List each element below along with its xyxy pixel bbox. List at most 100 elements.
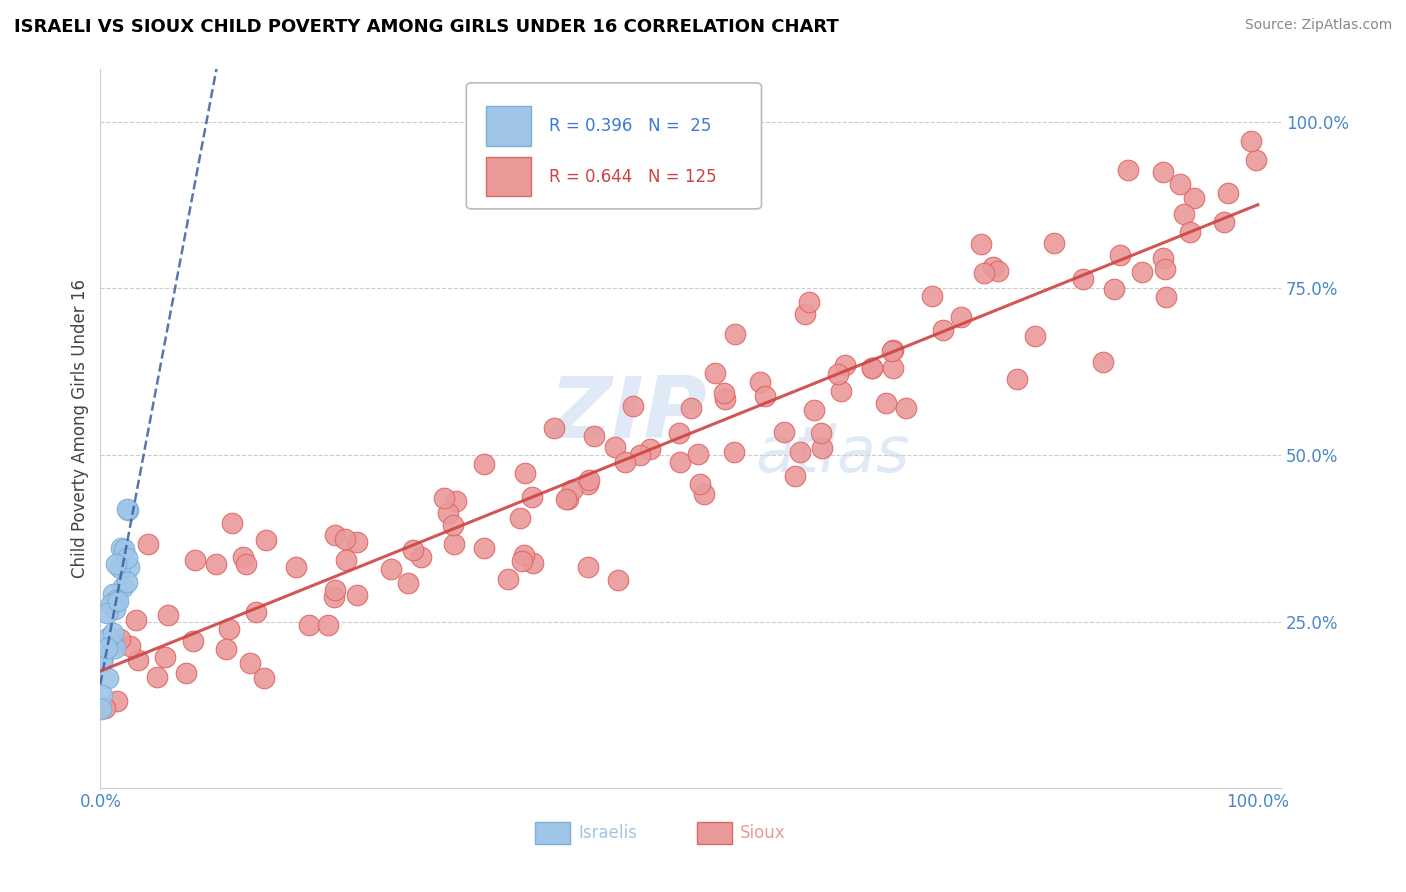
Point bbox=[97, 671, 120, 685]
Point bbox=[93, 701, 115, 715]
Point bbox=[555, 491, 578, 506]
Point bbox=[1168, 177, 1191, 191]
Point bbox=[115, 502, 138, 516]
Point bbox=[875, 395, 897, 409]
Point bbox=[605, 440, 627, 454]
Point bbox=[1108, 248, 1130, 262]
Point bbox=[773, 425, 796, 440]
Point bbox=[115, 574, 138, 589]
FancyBboxPatch shape bbox=[486, 106, 531, 146]
Point bbox=[1173, 207, 1195, 221]
Point bbox=[110, 541, 132, 556]
Point bbox=[882, 360, 904, 375]
Point bbox=[335, 532, 357, 546]
Point bbox=[1071, 272, 1094, 286]
Point bbox=[950, 310, 973, 325]
Point bbox=[789, 445, 811, 459]
Point bbox=[117, 551, 139, 566]
Point bbox=[783, 469, 806, 483]
Point bbox=[101, 587, 124, 601]
Point bbox=[136, 537, 159, 551]
Point bbox=[323, 527, 346, 541]
Text: Source: ZipAtlas.com: Source: ZipAtlas.com bbox=[1244, 18, 1392, 32]
Point bbox=[703, 367, 725, 381]
Point bbox=[512, 548, 534, 562]
Point bbox=[145, 670, 167, 684]
Point bbox=[987, 263, 1010, 277]
Point bbox=[830, 384, 852, 398]
Point bbox=[749, 376, 772, 390]
Point bbox=[254, 533, 277, 547]
Point bbox=[754, 389, 776, 403]
Point bbox=[797, 295, 820, 310]
Point bbox=[688, 447, 710, 461]
Point bbox=[104, 602, 127, 616]
Text: ZIP: ZIP bbox=[548, 373, 707, 456]
Point bbox=[1102, 282, 1125, 296]
Point bbox=[298, 618, 321, 632]
Point bbox=[1091, 354, 1114, 368]
Point bbox=[104, 641, 127, 656]
Point bbox=[496, 572, 519, 586]
Point bbox=[882, 343, 904, 357]
Text: ISRAELI VS SIOUX CHILD POVERTY AMONG GIRLS UNDER 16 CORRELATION CHART: ISRAELI VS SIOUX CHILD POVERTY AMONG GIR… bbox=[14, 18, 839, 36]
Point bbox=[232, 549, 254, 564]
Point bbox=[1024, 329, 1046, 343]
Text: Sioux: Sioux bbox=[740, 824, 786, 842]
Point bbox=[252, 671, 274, 685]
Point bbox=[668, 455, 690, 469]
Point bbox=[811, 441, 834, 455]
Point bbox=[681, 401, 703, 415]
Point bbox=[543, 420, 565, 434]
Point bbox=[245, 605, 267, 619]
Point bbox=[472, 541, 495, 556]
Point bbox=[239, 656, 262, 670]
Point bbox=[323, 582, 346, 597]
Point bbox=[174, 665, 197, 680]
Point bbox=[105, 693, 128, 707]
Point bbox=[668, 426, 690, 441]
Point bbox=[118, 559, 141, 574]
Point bbox=[204, 558, 226, 572]
Text: atlas: atlas bbox=[755, 423, 910, 484]
Point bbox=[520, 490, 543, 504]
Point bbox=[810, 425, 832, 440]
Point bbox=[576, 477, 599, 491]
Point bbox=[284, 559, 307, 574]
Point bbox=[1118, 163, 1140, 178]
Point bbox=[96, 606, 118, 620]
Text: R = 0.644   N = 125: R = 0.644 N = 125 bbox=[548, 168, 717, 186]
Point bbox=[472, 457, 495, 471]
Point bbox=[578, 474, 600, 488]
FancyBboxPatch shape bbox=[467, 83, 762, 209]
Point bbox=[638, 442, 661, 456]
Point bbox=[235, 557, 257, 571]
Point bbox=[346, 535, 368, 549]
Point bbox=[834, 358, 856, 372]
Point bbox=[120, 640, 142, 654]
Point bbox=[1182, 191, 1205, 205]
Point bbox=[181, 634, 204, 648]
Point bbox=[117, 502, 139, 516]
Point bbox=[1244, 153, 1267, 167]
Point bbox=[513, 466, 536, 480]
Point bbox=[896, 401, 918, 416]
Point bbox=[576, 559, 599, 574]
Point bbox=[1218, 186, 1240, 200]
Point bbox=[1178, 226, 1201, 240]
Point bbox=[318, 618, 340, 632]
Point bbox=[396, 575, 419, 590]
Point bbox=[107, 594, 129, 608]
Point bbox=[1154, 262, 1177, 277]
Point bbox=[628, 448, 651, 462]
Point bbox=[155, 649, 177, 664]
Point bbox=[157, 608, 180, 623]
Point bbox=[723, 444, 745, 458]
Point bbox=[105, 557, 128, 571]
Point bbox=[880, 344, 903, 359]
Point bbox=[1156, 290, 1178, 304]
Point bbox=[323, 590, 346, 604]
Point bbox=[215, 641, 238, 656]
Point bbox=[443, 537, 465, 551]
Point bbox=[91, 689, 114, 703]
